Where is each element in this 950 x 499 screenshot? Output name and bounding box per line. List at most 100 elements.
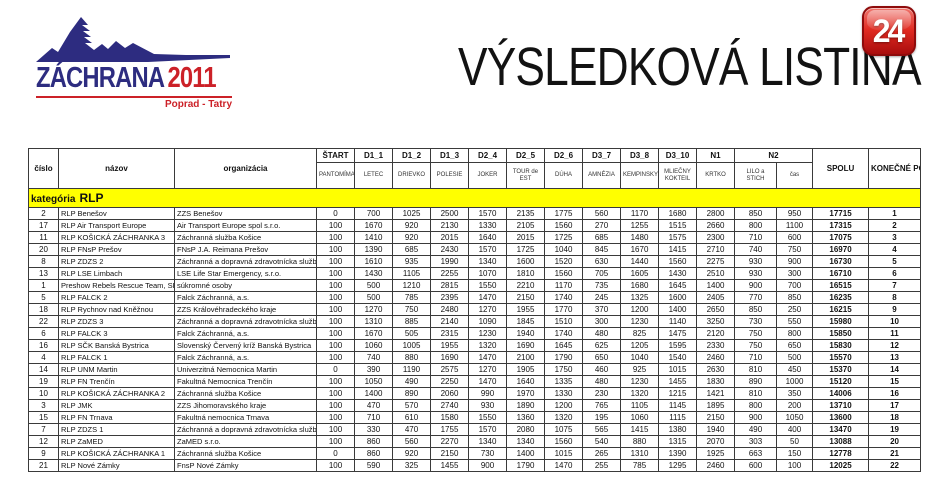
cell-score: 1480 bbox=[620, 231, 659, 244]
cell-score: 565 bbox=[582, 423, 621, 436]
cell-score: 1750 bbox=[544, 363, 583, 376]
cell-score: 100 bbox=[316, 339, 355, 352]
cell-score: 2100 bbox=[506, 351, 545, 364]
cell-score: 1310 bbox=[620, 447, 659, 460]
cell-score: 100 bbox=[316, 315, 355, 328]
cell-score: 1145 bbox=[658, 399, 697, 412]
cell-score: 450 bbox=[775, 363, 814, 376]
header-row-codes: číslo názov organizácia ŠTART D1_1 D1_2 D1_… bbox=[28, 148, 922, 189]
cell-score: 2630 bbox=[696, 363, 735, 376]
cell-score: 350 bbox=[775, 387, 814, 400]
col-header-D1_3: D1_3 bbox=[430, 148, 469, 163]
cell-score: 1470 bbox=[544, 459, 583, 472]
cell-score: 1560 bbox=[658, 255, 697, 268]
cell-score: 785 bbox=[620, 459, 659, 472]
cell-score: 1430 bbox=[354, 267, 393, 280]
cell-score: 1600 bbox=[506, 255, 545, 268]
cell-score: 1725 bbox=[506, 243, 545, 256]
cell-score: 480 bbox=[582, 327, 621, 340]
cell-score: 325 bbox=[392, 459, 431, 472]
tv24-badge-icon: 24 bbox=[862, 6, 916, 56]
cell-score: 1380 bbox=[658, 423, 697, 436]
cell-score: 920 bbox=[392, 231, 431, 244]
cell-spolu: 16215 bbox=[812, 303, 870, 316]
cell-score: 1560 bbox=[544, 267, 583, 280]
cell-score: 200 bbox=[775, 399, 814, 412]
cell-score: 1340 bbox=[506, 435, 545, 448]
cell-score: 1320 bbox=[620, 387, 659, 400]
cell-score: 2330 bbox=[696, 339, 735, 352]
cell-score: 1400 bbox=[696, 279, 735, 292]
header-row-tasks: PANTOMÍMA LETEC DRIEVKO POLESIE JOKER TOUR de… bbox=[29, 162, 921, 189]
cell-poradie: 5 bbox=[868, 255, 922, 268]
table-row: 21 RLP Nové Zámky FnsP Nové Zámky 100 590 325… bbox=[28, 459, 922, 472]
cell-nazov: RLP SČK Banská Bystrica bbox=[58, 339, 175, 352]
cell-score: 1360 bbox=[506, 411, 545, 424]
cell-score: 100 bbox=[316, 459, 355, 472]
cell-score: 230 bbox=[582, 387, 621, 400]
cell-score: 810 bbox=[734, 363, 777, 376]
cell-cislo: 18 bbox=[28, 303, 59, 316]
table-row: 20 RLP FNsP Prešov FNsP J.A. Reimana Prešo… bbox=[28, 243, 922, 256]
cell-score: 1990 bbox=[430, 255, 469, 268]
cell-spolu: 15850 bbox=[812, 327, 870, 340]
table-row: 18 RLP Rychnov nad Kněžnou ZZS Královéhrad… bbox=[28, 303, 922, 316]
table-row: 11 RLP KOŠICKÁ ZÁCHRANKA 3 Záchranná služb… bbox=[28, 231, 922, 244]
cell-score: 100 bbox=[316, 243, 355, 256]
cell-score: 1400 bbox=[658, 303, 697, 316]
cell-nazov: RLP Benešov bbox=[58, 207, 175, 220]
cell-score: 2015 bbox=[430, 231, 469, 244]
cell-score: 500 bbox=[775, 351, 814, 364]
cell-score: 1670 bbox=[620, 243, 659, 256]
cell-cislo: 7 bbox=[28, 423, 59, 436]
cell-score: 100 bbox=[316, 435, 355, 448]
col-header-spolu: SPOLU bbox=[812, 148, 870, 189]
col-header-ŠTART: ŠTART bbox=[316, 148, 355, 163]
cell-score: 600 bbox=[734, 459, 777, 472]
cell-organizacia: Falck Záchranná, a.s. bbox=[174, 291, 317, 304]
cell-cislo: 11 bbox=[28, 231, 59, 244]
cell-score: 1170 bbox=[620, 207, 659, 220]
cell-score: 845 bbox=[582, 243, 621, 256]
cell-score: 1025 bbox=[392, 207, 431, 220]
cell-score: 750 bbox=[775, 243, 814, 256]
cell-nazov: RLP Rychnov nad Kněžnou bbox=[58, 303, 175, 316]
cell-score: 1690 bbox=[430, 351, 469, 364]
cell-score: 250 bbox=[775, 303, 814, 316]
cell-organizacia: Slovenský Červený kríž Banská Bystrica bbox=[174, 339, 317, 352]
cell-score: 1100 bbox=[775, 219, 814, 232]
cell-cislo: 9 bbox=[28, 447, 59, 460]
cell-score: 2015 bbox=[506, 231, 545, 244]
cell-poradie: 18 bbox=[868, 411, 922, 424]
cell-score: 800 bbox=[775, 327, 814, 340]
cell-score: 1310 bbox=[354, 315, 393, 328]
cell-score: 2460 bbox=[696, 459, 735, 472]
cell-score: 1725 bbox=[544, 231, 583, 244]
cell-score: 1105 bbox=[392, 267, 431, 280]
cell-organizacia: Záchranná a dopravná zdravotnícka služba bbox=[174, 255, 317, 268]
cell-score: 1090 bbox=[468, 315, 507, 328]
cell-score: 1845 bbox=[506, 315, 545, 328]
cell-score: 1770 bbox=[544, 303, 583, 316]
cell-score: 480 bbox=[582, 375, 621, 388]
cell-score: 195 bbox=[582, 411, 621, 424]
cell-score: 1075 bbox=[544, 423, 583, 436]
cell-poradie: 21 bbox=[868, 447, 922, 460]
cell-score: 50 bbox=[775, 435, 814, 448]
col-header-D1_2: D1_2 bbox=[392, 148, 431, 163]
cell-score: 1595 bbox=[658, 339, 697, 352]
cell-spolu: 17075 bbox=[812, 231, 870, 244]
cell-score: 750 bbox=[734, 327, 777, 340]
subcol-header: POLESIE bbox=[430, 162, 469, 189]
cell-score: 1200 bbox=[544, 399, 583, 412]
subcol-header: KRTKO bbox=[696, 162, 735, 189]
cell-score: 685 bbox=[582, 231, 621, 244]
cell-score: 1610 bbox=[354, 255, 393, 268]
cell-nazov: RLP FN Trnava bbox=[58, 411, 175, 424]
cell-score: 1390 bbox=[658, 447, 697, 460]
cell-score: 2080 bbox=[506, 423, 545, 436]
cell-score: 460 bbox=[582, 363, 621, 376]
cell-score: 1230 bbox=[620, 375, 659, 388]
cell-score: 1790 bbox=[506, 459, 545, 472]
cell-score: 1470 bbox=[468, 351, 507, 364]
